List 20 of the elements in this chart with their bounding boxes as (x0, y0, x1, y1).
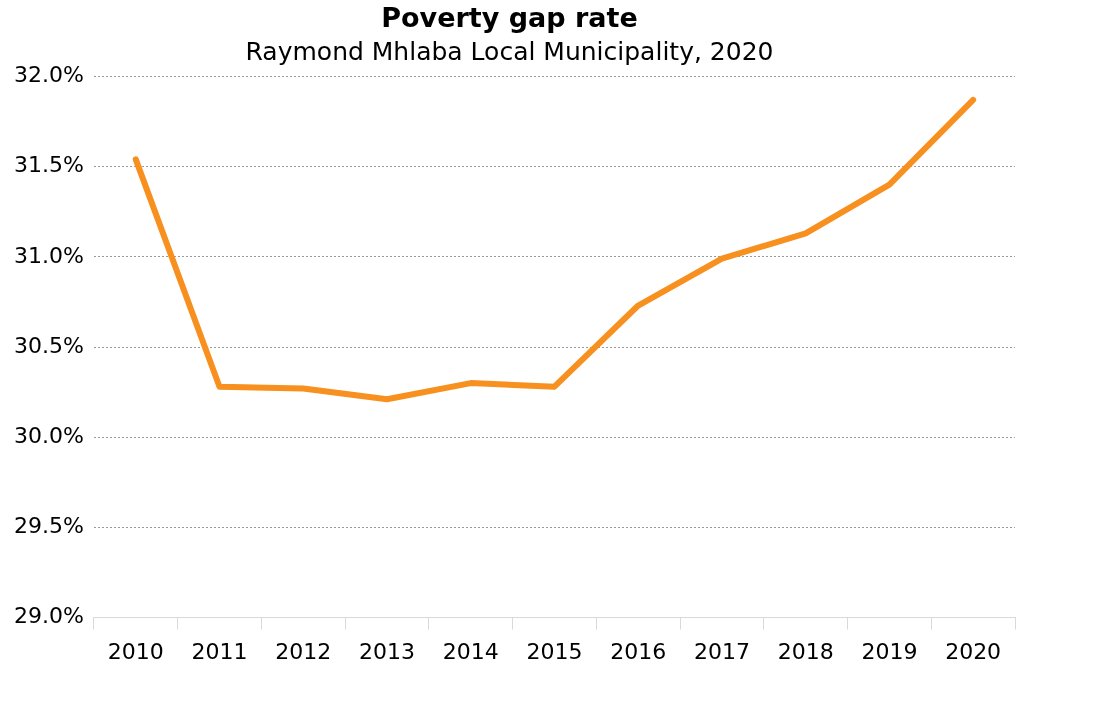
x-tick-label: 2017 (693, 638, 750, 664)
y-tick-label: 30.5% (14, 332, 84, 358)
x-tick-label: 2013 (358, 638, 415, 664)
x-tick-label: 2010 (107, 638, 164, 664)
x-tick-label: 2012 (275, 638, 332, 664)
chart-subtitle: Raymond Mhlaba Local Municipality, 2020 (245, 36, 774, 66)
x-tick-label: 2018 (777, 638, 834, 664)
y-tick-label: 29.0% (14, 603, 84, 629)
x-tick-label: 2011 (191, 638, 248, 664)
chart-title: Poverty gap rate (381, 2, 638, 34)
x-tick-label: 2016 (610, 638, 667, 664)
x-tick-label: 2019 (861, 638, 918, 664)
y-tick-label: 31.0% (14, 242, 84, 268)
y-tick-label: 30.0% (14, 422, 84, 448)
x-tick-label: 2020 (945, 638, 1002, 664)
y-tick-label: 32.0% (14, 62, 84, 88)
x-tick-label: 2015 (526, 638, 583, 664)
y-tick-label: 31.5% (14, 152, 84, 178)
x-tick-label: 2014 (442, 638, 499, 664)
y-tick-label: 29.5% (14, 513, 84, 539)
